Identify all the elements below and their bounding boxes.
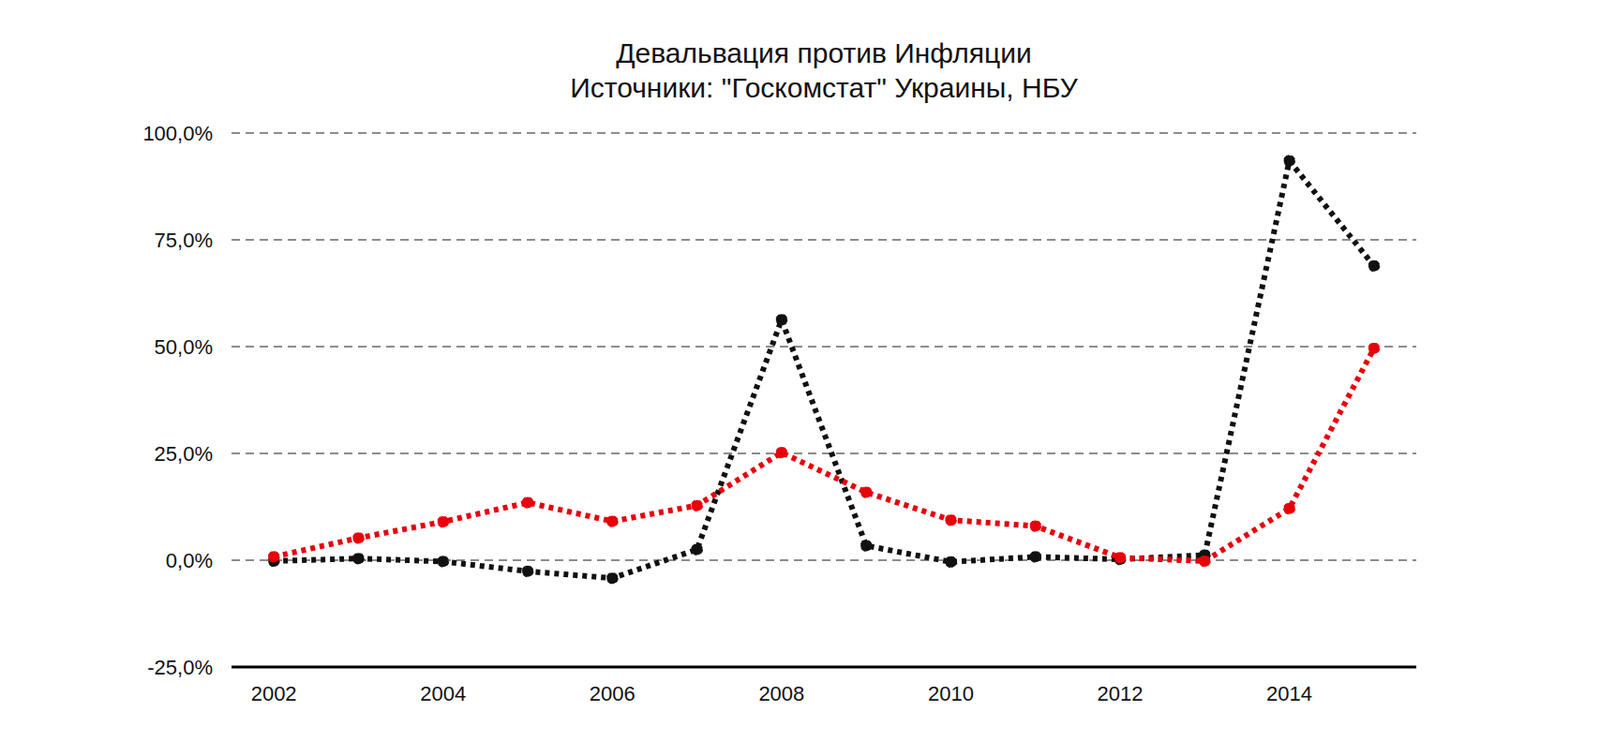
svg-text:25,0%: 25,0% <box>154 442 213 466</box>
svg-text:2010: 2010 <box>927 682 974 706</box>
svg-text:2006: 2006 <box>589 682 636 706</box>
svg-text:2012: 2012 <box>1097 682 1144 706</box>
svg-text:100,0%: 100,0% <box>142 121 213 146</box>
svg-text:2002: 2002 <box>251 682 298 706</box>
svg-text:2004: 2004 <box>419 682 466 706</box>
svg-text:-25,0%: -25,0% <box>147 656 213 680</box>
svg-text:2014: 2014 <box>1266 682 1313 706</box>
svg-text:75,0%: 75,0% <box>154 228 213 253</box>
svg-text:2008: 2008 <box>758 682 805 706</box>
svg-text:50,0%: 50,0% <box>154 335 213 359</box>
html-text:Девальвация против Инфляции: Девальвация против Инфляции <box>616 37 1032 69</box>
svg-text:0,0%: 0,0% <box>165 549 213 573</box>
html-text:Источники: "Госкомстат" Украин: Источники: "Госкомстат" Украины, НБУ <box>570 72 1078 104</box>
